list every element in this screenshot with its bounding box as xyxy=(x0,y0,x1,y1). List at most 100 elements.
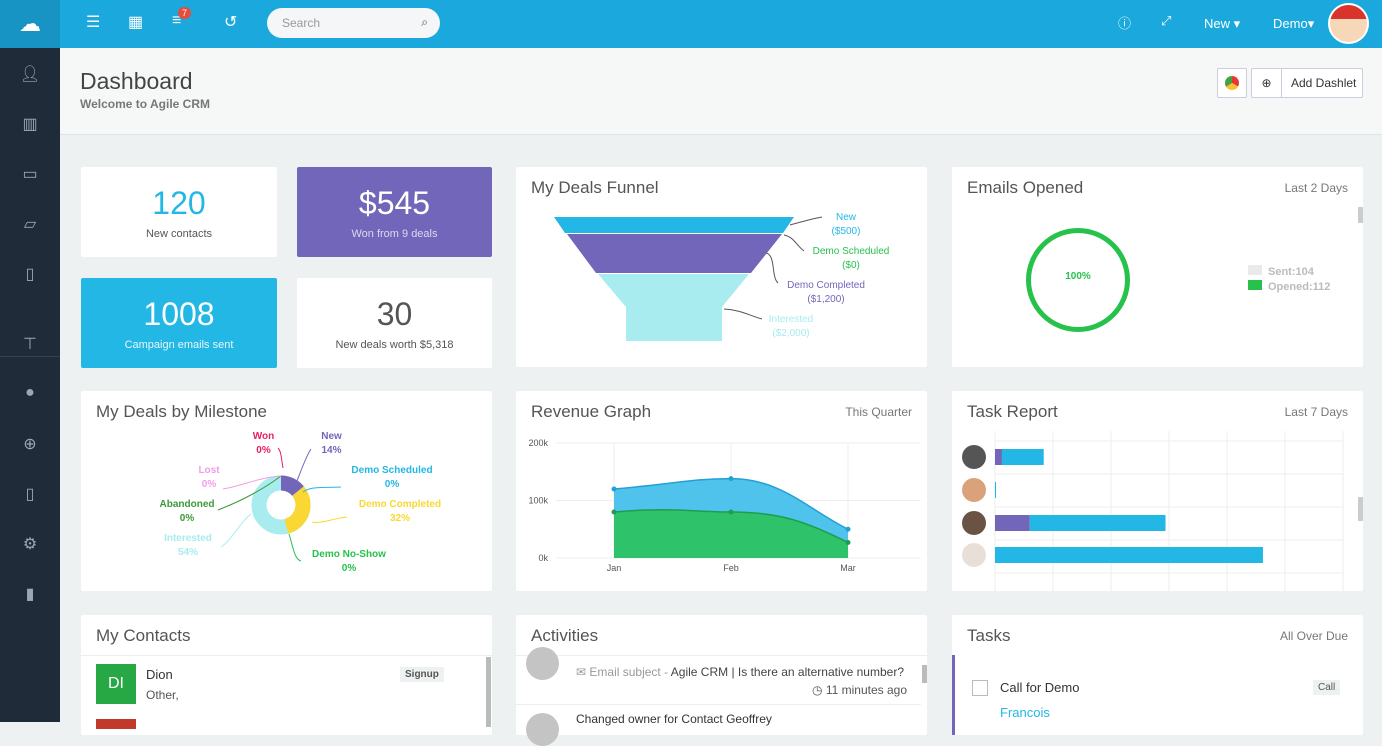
card-range: Last 7 Days xyxy=(1284,405,1348,419)
funnel-stage-interested[interactable] xyxy=(598,274,749,341)
stat-campaign-emails[interactable]: 1008 Campaign emails sent xyxy=(81,278,277,368)
user-label: Demo xyxy=(1273,16,1308,31)
card-title: Emails Opened xyxy=(967,178,1084,197)
scrollbar[interactable] xyxy=(486,657,491,727)
revenue-point xyxy=(845,539,851,545)
comments-icon[interactable]: ● xyxy=(25,384,35,401)
calendar-icon[interactable]: ▦ xyxy=(128,14,144,31)
milestone-donut xyxy=(217,447,348,562)
funnel-label-interested: Interested ($2,000) xyxy=(768,314,814,339)
new-menu[interactable]: New ▾ xyxy=(1204,16,1241,31)
stat-won-deals[interactable]: $545 Won from 9 deals xyxy=(297,167,492,257)
avatar[interactable] xyxy=(1328,3,1369,44)
funnel-connector xyxy=(765,252,779,284)
tasks-badge: 7 xyxy=(178,7,192,19)
search-placeholder: Search xyxy=(282,16,321,30)
x-tick-label: Jan xyxy=(607,563,622,573)
add-dashlet-label: Add Dashlet xyxy=(1291,76,1357,90)
sidebar: 👤︎ ▥ ▭ ▱ ▯ ⊤ ● ⊕ ▯ ⚙ ▮ xyxy=(0,48,60,722)
expand-icon[interactable]: ⤢ xyxy=(1161,13,1172,28)
card-range: Last 2 Days xyxy=(1284,181,1348,195)
user-icon[interactable]: 👤︎ xyxy=(19,66,41,83)
card-range: This Quarter xyxy=(845,405,912,419)
slice-new[interactable] xyxy=(251,475,311,535)
legend-sent: Sent:104 xyxy=(1248,265,1330,280)
contact-avatar[interactable] xyxy=(96,719,136,729)
task-contact[interactable]: Francois xyxy=(1000,705,1050,720)
stat-new-deals[interactable]: 30 New deals worth $5,318 xyxy=(297,278,492,368)
label-new: New 14% xyxy=(321,431,342,456)
contact-name[interactable]: Dion xyxy=(146,667,173,682)
funnel-stage-demo-scheduled[interactable] xyxy=(567,234,782,273)
assignee-avatar xyxy=(962,478,986,502)
task-tag: Call xyxy=(1313,680,1341,695)
emails-ring xyxy=(1026,228,1130,332)
folder-icon[interactable]: ▱ xyxy=(23,216,37,233)
bar-blue xyxy=(995,547,1263,563)
bar-blue xyxy=(1001,449,1044,465)
y-tick-label: 100k xyxy=(528,496,548,506)
activity-item[interactable]: ✉ Email subject - Agile CRM | Is there a… xyxy=(576,665,904,679)
code-file-icon[interactable]: ▯ xyxy=(25,486,35,503)
task-report-chart xyxy=(962,431,1344,591)
envelope-icon: ✉ xyxy=(576,665,590,679)
card-title: Activities xyxy=(531,626,599,645)
contact-sub: Other, xyxy=(146,688,179,702)
card-range: All Over Due xyxy=(1279,629,1348,643)
scrollbar[interactable] xyxy=(922,665,927,683)
revenue-point xyxy=(728,509,734,515)
revenue-chart: 0k 100k 200k Jan Feb Mar xyxy=(528,438,921,573)
user-menu[interactable]: Demo▾ xyxy=(1273,16,1315,31)
help-icon[interactable]: ⓘ xyxy=(1118,16,1132,31)
file-icon[interactable]: ▯ xyxy=(25,266,35,283)
stat-value: $545 xyxy=(358,184,431,221)
stat-value: 30 xyxy=(376,295,413,332)
revenue-area-series-2 xyxy=(614,509,848,558)
sitemap-icon[interactable]: ⊤ xyxy=(23,336,37,353)
label-interested: Interested 54% xyxy=(164,533,212,558)
history-icon[interactable]: ↺ xyxy=(224,14,238,31)
chrome-icon[interactable] xyxy=(1217,68,1247,98)
search-input[interactable]: Search ⌕ xyxy=(267,8,440,38)
bar-blue xyxy=(1029,515,1166,531)
building-icon[interactable]: ▥ xyxy=(22,116,38,133)
revenue-point xyxy=(728,476,734,482)
add-dashlet-button[interactable]: ⊕ Add Dashlet xyxy=(1251,68,1363,98)
scrollbar[interactable] xyxy=(1358,207,1363,223)
card-title: My Deals by Milestone xyxy=(96,402,268,421)
funnel-connector xyxy=(783,234,805,252)
globe-icon[interactable]: ⊕ xyxy=(23,436,37,453)
bar-purple xyxy=(995,449,1002,465)
stat-label: Campaign emails sent xyxy=(124,338,234,351)
deals-funnel-card: My Deals Funnel New ($500) Demo Scheduled… xyxy=(516,167,927,367)
stat-new-contacts[interactable]: 120 New contacts xyxy=(81,167,277,257)
bar-chart-icon[interactable]: ▮ xyxy=(25,586,35,603)
emails-percent: 100% xyxy=(1065,271,1091,282)
indent-icon[interactable]: ☰ xyxy=(86,14,101,31)
task-name[interactable]: Call for Demo xyxy=(1000,680,1080,695)
sidebar-divider xyxy=(0,356,60,357)
card-title: Revenue Graph xyxy=(531,402,652,421)
money-icon[interactable]: ▭ xyxy=(22,166,38,183)
task-checkbox[interactable] xyxy=(972,680,988,696)
label-demo-no-show: Demo No-Show 0% xyxy=(312,549,386,574)
gears-icon[interactable]: ⚙ xyxy=(22,536,38,553)
funnel-stage-new[interactable] xyxy=(554,217,794,233)
search-icon[interactable]: ⌕ xyxy=(421,15,428,29)
slice-demo-completed[interactable] xyxy=(251,475,311,535)
contact-avatar[interactable]: DI xyxy=(96,664,136,704)
x-tick-label: Mar xyxy=(840,563,856,573)
activity-time: ◷ 11 minutes ago xyxy=(812,683,907,697)
activity-item[interactable]: Changed owner for Contact Geoffrey xyxy=(576,712,772,726)
revenue-graph-card: Revenue Graph This Quarter 0k 100k 200k Jan… xyxy=(516,391,927,591)
stat-label: Won from 9 deals xyxy=(351,227,438,240)
funnel-label-new: New ($500) xyxy=(831,212,861,237)
x-tick-label: Feb xyxy=(723,563,739,573)
cloud-icon[interactable]: ☁ xyxy=(0,0,60,48)
scrollbar[interactable] xyxy=(1358,497,1363,521)
tasks-icon[interactable]: ≡ xyxy=(172,12,182,29)
slice-connectors xyxy=(217,447,348,562)
emails-opened-card: Emails Opened Last 2 Days 100% Sent:104 … xyxy=(952,167,1363,367)
activities-card: Activities ✉ Email subject - Agile CRM |… xyxy=(516,615,927,746)
label-lost: Lost 0% xyxy=(198,465,220,490)
